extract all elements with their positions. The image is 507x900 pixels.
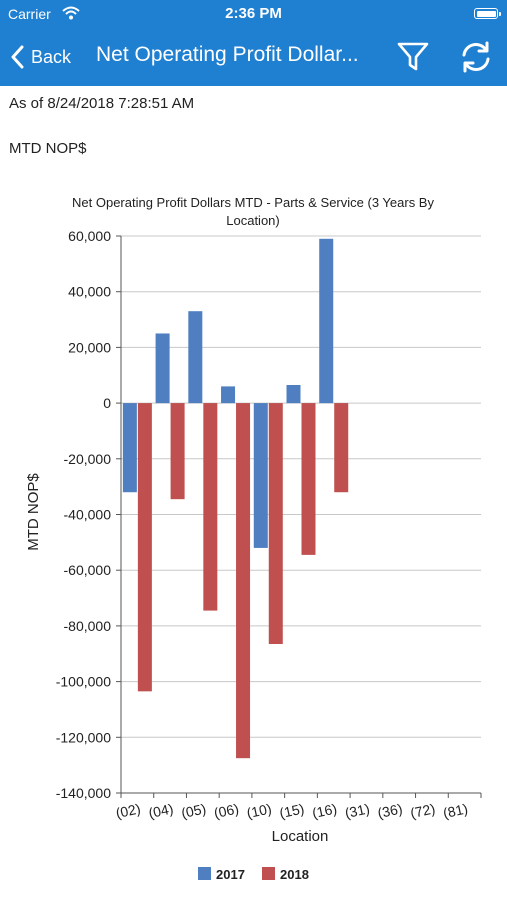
bar-2017-10	[253, 403, 268, 548]
y-axis-label: MTD NOP$	[25, 473, 42, 551]
bar-2018-05	[203, 403, 218, 611]
x-tick-label: (31)	[343, 800, 371, 821]
bar-2018-15	[301, 403, 316, 555]
refresh-icon[interactable]	[459, 40, 493, 74]
x-tick-label: (15)	[278, 800, 306, 821]
y-tick-label: 0	[103, 395, 111, 411]
bar-2017-15	[286, 384, 301, 404]
bar-2017-04	[155, 333, 170, 404]
chart-title-line: Location)	[226, 213, 279, 228]
y-tick-label: 40,000	[68, 284, 111, 300]
x-tick-label: (36)	[376, 800, 404, 821]
chart-title: Net Operating Profit Dollars MTD - Parts…	[72, 195, 434, 228]
wifi-icon	[62, 6, 80, 20]
bar-2018-06	[236, 403, 251, 759]
chart-bars	[122, 238, 349, 759]
bar-chart: Net Operating Profit Dollars MTD - Parts…	[25, 195, 482, 882]
filter-icon[interactable]	[396, 40, 430, 74]
chart-title-line: Net Operating Profit Dollars MTD - Parts…	[72, 195, 434, 210]
y-tick-label: -20,000	[64, 451, 112, 467]
y-tick-label: -40,000	[64, 507, 112, 523]
x-axis-ticks: (02) (04) (05) (06) (10) (15) (16) (31) (36) (72)…	[114, 793, 482, 821]
bar-2017-05	[188, 311, 203, 404]
bar-2018-02	[137, 403, 152, 692]
x-tick-label: (72)	[409, 800, 437, 821]
battery-icon	[474, 8, 501, 19]
x-tick-label: (16)	[311, 800, 339, 821]
carrier-label: Carrier	[8, 6, 51, 22]
y-tick-label: 60,000	[68, 228, 111, 244]
legend-label-2018: 2018	[280, 867, 309, 882]
bar-2018-10	[268, 403, 283, 645]
back-label: Back	[31, 46, 72, 67]
chart-legend: 2017 2018	[198, 867, 309, 882]
x-tick-label: (02)	[114, 800, 142, 821]
back-button[interactable]: Back	[10, 42, 71, 72]
section-heading: MTD NOP$	[9, 140, 87, 157]
bar-2018-04	[170, 403, 185, 500]
page-title: Net Operating Profit Dollar...	[96, 43, 359, 66]
y-tick-label: -80,000	[64, 618, 112, 634]
clock: 2:36 PM	[225, 5, 282, 22]
status-bar: Carrier 2:36 PM	[0, 0, 507, 28]
bar-2017-06	[221, 386, 236, 404]
y-axis-ticks: 60,000 40,000 20,000 0 -20,000 -40,000 -60,000…	[56, 228, 121, 801]
y-tick-label: 20,000	[68, 339, 111, 355]
bar-2018-16	[334, 403, 349, 493]
chevron-left-icon	[11, 45, 24, 69]
bar-2017-16	[319, 238, 334, 404]
y-tick-label: -60,000	[64, 562, 112, 578]
bar-2017-02	[122, 403, 137, 493]
x-tick-label: (81)	[442, 800, 470, 821]
x-tick-label: (10)	[245, 800, 273, 821]
legend-swatch-2017	[198, 867, 211, 880]
legend-label-2017: 2017	[216, 867, 245, 882]
x-tick-label: (06)	[212, 800, 240, 821]
navigation-bar: Back Net Operating Profit Dollar...	[0, 28, 507, 86]
x-axis-label: Location	[272, 828, 329, 845]
x-tick-label: (05)	[180, 800, 208, 821]
top-bar: Carrier 2:36 PM Back Net Operating Profi…	[0, 0, 507, 86]
y-tick-label: -140,000	[56, 785, 111, 801]
legend-swatch-2018	[262, 867, 275, 880]
chart-grid	[121, 235, 481, 794]
y-tick-label: -120,000	[56, 729, 111, 745]
x-tick-label: (04)	[147, 800, 175, 821]
y-tick-label: -100,000	[56, 674, 111, 690]
as-of-timestamp: As of 8/24/2018 7:28:51 AM	[9, 95, 195, 112]
